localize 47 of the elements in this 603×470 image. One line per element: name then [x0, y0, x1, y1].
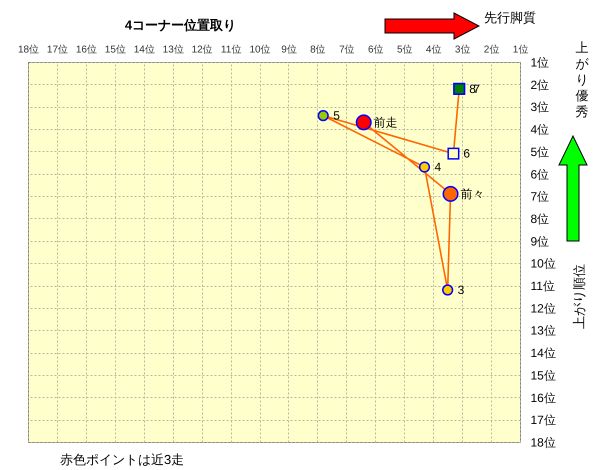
x-tick-label: 5位: [396, 44, 413, 56]
annotation: 5: [333, 108, 340, 123]
y-tick-label: 10位: [530, 256, 556, 271]
x-axis-title: 4コーナー位置取り: [124, 18, 236, 32]
text: 上がり優秀: [574, 40, 590, 120]
y-tick-label: 13位: [530, 324, 556, 338]
y-tick-label: 17位: [530, 413, 556, 428]
x-tick-label: 14位: [134, 44, 155, 56]
x-tick-label: 2位: [484, 44, 500, 56]
y-tick-label: 7位: [530, 190, 550, 204]
y-tick-label: 4位: [530, 122, 550, 137]
annotation: 6: [463, 146, 470, 161]
y-tick-label: 2位: [530, 78, 550, 92]
x-tick-label: 12位: [192, 44, 213, 56]
x-tick-label: 9位: [281, 44, 297, 56]
y-tick-label: 14位: [530, 346, 556, 360]
x-tick-label: 16位: [76, 44, 97, 56]
y-tick-label: 5位: [530, 144, 550, 159]
x-tick-label: 13位: [162, 44, 184, 56]
y-tick-label: 8位: [530, 212, 550, 226]
text: 赤色ポイントは近3走: [60, 451, 184, 469]
x-tick-label: 6位: [368, 44, 384, 56]
y-tick-label: 1位: [530, 56, 550, 70]
x-tick-label: 15位: [104, 44, 126, 56]
y-tick-label: 18位: [530, 436, 556, 450]
y-axis-title: 上がり順位: [572, 264, 586, 329]
y-tick-label: 11位: [530, 279, 555, 294]
x-tick-label: 4位: [426, 44, 442, 56]
y-tick-label: 16位: [530, 390, 556, 405]
y-tick-label: 3位: [530, 100, 550, 114]
x-tick-label: 18位: [18, 44, 40, 56]
x-tick-label: 8位: [310, 44, 326, 56]
y-tick-label: 6位: [530, 167, 550, 182]
y-tick-label: 15位: [530, 368, 556, 382]
x-tick-label: 7位: [339, 44, 355, 56]
annotation: 4: [434, 160, 442, 174]
annotation: 3: [458, 283, 465, 297]
y-tick-label: 9位: [530, 234, 550, 248]
annotation: 前々: [460, 186, 485, 201]
text: 先行脚質: [484, 9, 536, 27]
x-tick-label: 10位: [249, 44, 271, 56]
x-tick-label: 3位: [454, 44, 470, 56]
y-tick-label: 12位: [530, 301, 556, 316]
annotation: 前走: [374, 115, 398, 130]
x-tick-label: 1位: [512, 44, 528, 56]
x-tick-label: 11位: [220, 44, 242, 56]
x-tick-label: 17位: [46, 44, 68, 56]
